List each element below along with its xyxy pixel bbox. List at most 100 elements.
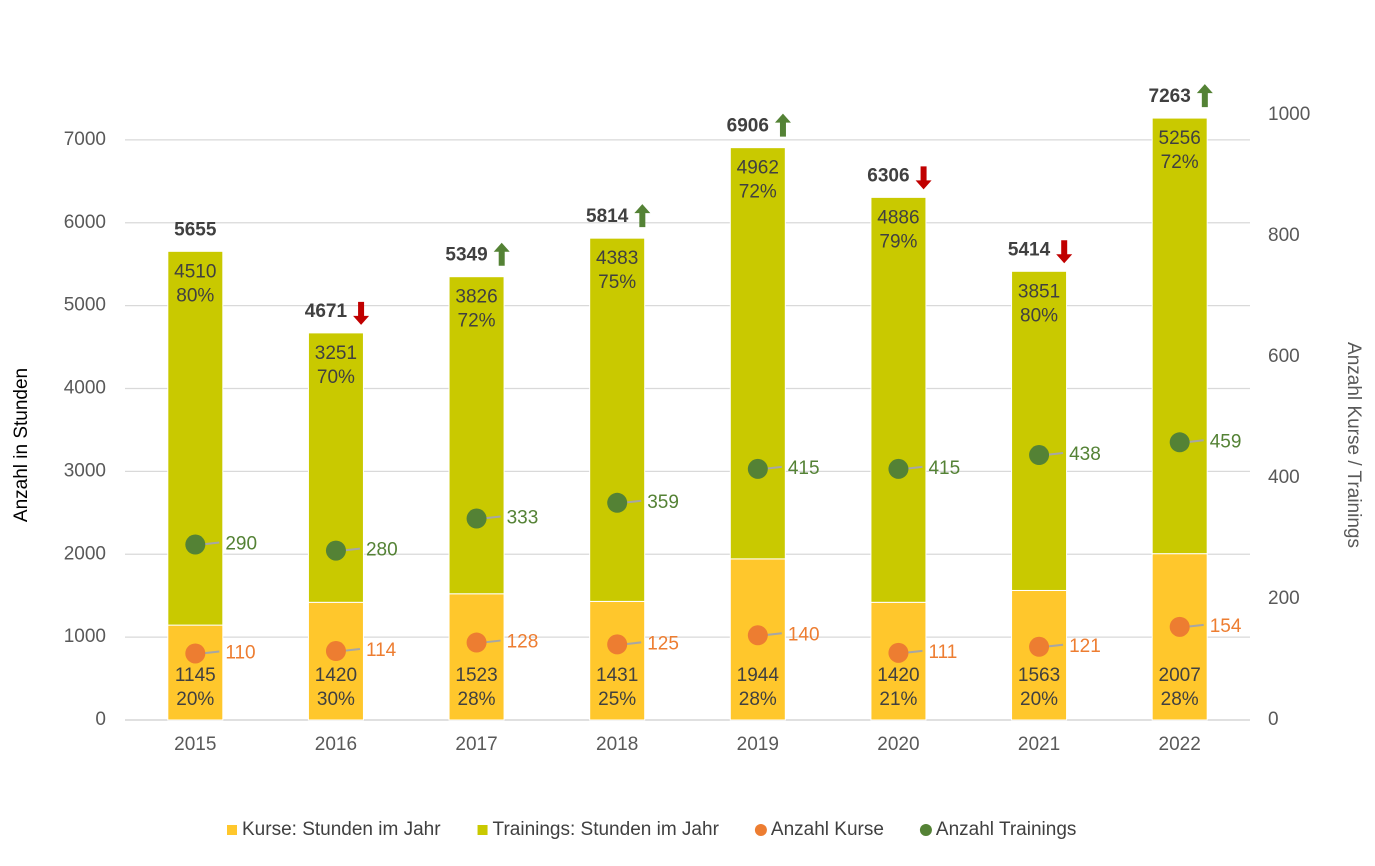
dot-label: 438 [1069, 444, 1101, 465]
y-tick-label: 6000 [64, 212, 106, 233]
bar-share-label: 20% [176, 689, 214, 710]
bar-value-label: 1944 [737, 665, 780, 686]
x-tick-label: 2017 [455, 734, 497, 755]
legend-swatch [919, 824, 932, 836]
dot-label: 125 [647, 633, 679, 654]
bar [167, 250, 224, 626]
trend-arrow [1196, 84, 1213, 108]
y-tick-label: 3000 [64, 460, 106, 481]
total-label: 6906 [727, 116, 769, 137]
bar [167, 624, 224, 721]
dot-label: 415 [788, 458, 820, 479]
bar-share-label: 28% [458, 689, 496, 710]
dot-label: 128 [507, 632, 539, 653]
dot-label: 290 [225, 534, 257, 555]
dot-label: 110 [225, 642, 255, 663]
bar [1011, 270, 1068, 591]
bar-share-label: 80% [176, 285, 214, 306]
trend-arrow [915, 166, 932, 190]
bar [1151, 117, 1208, 555]
trend-arrow [1056, 240, 1073, 264]
legend-label: Anzahl Trainings [936, 819, 1076, 840]
y-tick-label: 5000 [64, 295, 106, 316]
bar [1151, 553, 1208, 721]
x-tick-label: 2016 [315, 734, 357, 755]
total-label: 6306 [867, 165, 909, 186]
dot-label: 111 [928, 642, 957, 663]
bar-value-label: 5256 [1159, 128, 1201, 149]
dot [466, 508, 487, 529]
legend-label: Kurse: Stunden im Jahr [242, 819, 441, 840]
y2-tick-label: 200 [1268, 588, 1300, 609]
total-label: 7263 [1149, 86, 1191, 107]
x-tick-label: 2019 [737, 734, 779, 755]
bar-share-label: 79% [879, 231, 917, 252]
dot-label: 114 [366, 640, 397, 661]
x-tick-label: 2021 [1018, 734, 1060, 755]
trend-arrow [634, 204, 651, 228]
dot-label: 415 [928, 458, 960, 479]
y-tick-label: 2000 [64, 543, 106, 564]
dot [888, 458, 909, 479]
bar-share-label: 28% [1161, 689, 1199, 710]
dot [466, 632, 487, 653]
y2-axis-title: Anzahl Kurse / Trainings [1343, 342, 1364, 548]
dot-label: 121 [1069, 636, 1101, 657]
bar-share-label: 72% [1161, 152, 1199, 173]
y2-tick-label: 800 [1268, 225, 1300, 246]
y-tick-label: 4000 [64, 378, 106, 399]
dot [1029, 445, 1050, 466]
bar-value-label: 2007 [1159, 665, 1201, 686]
y2-tick-label: 600 [1268, 346, 1300, 367]
y2-tick-label: 0 [1268, 709, 1279, 730]
bar [589, 237, 646, 602]
x-tick-label: 2015 [174, 734, 216, 755]
bar [729, 147, 786, 560]
legend-label: Anzahl Kurse [771, 819, 884, 840]
bar-value-label: 3851 [1018, 281, 1060, 302]
legend-swatch [754, 824, 767, 836]
dot [888, 642, 909, 663]
y2-tick-label: 1000 [1268, 104, 1310, 125]
dot [185, 534, 206, 555]
bar-value-label: 3251 [315, 343, 357, 364]
y-tick-label: 1000 [64, 626, 106, 647]
bar-value-label: 4962 [737, 158, 779, 179]
bar-value-label: 3826 [455, 287, 497, 308]
bar-value-label: 4383 [596, 248, 638, 269]
x-tick-label: 2020 [877, 734, 919, 755]
dot-label: 140 [788, 624, 820, 645]
bar-value-label: 1523 [455, 665, 497, 686]
x-tick-label: 2018 [596, 734, 638, 755]
bar-share-label: 20% [1020, 689, 1058, 710]
legend-swatch [227, 825, 237, 835]
bar-value-label: 4886 [877, 207, 919, 228]
bar-value-label: 1563 [1018, 665, 1060, 686]
y2-tick-label: 400 [1268, 467, 1300, 488]
dot [325, 540, 346, 561]
total-label: 5814 [586, 206, 629, 227]
bar-share-label: 30% [317, 689, 355, 710]
y-axis-title: Anzahl in Stunden [11, 368, 32, 522]
bar-value-label: 1420 [877, 665, 919, 686]
dot-label: 333 [507, 508, 539, 529]
total-label: 5349 [445, 245, 487, 266]
trend-arrow [774, 113, 791, 137]
bar-share-label: 70% [317, 367, 355, 388]
y-tick-label: 7000 [64, 129, 106, 150]
dot-label: 280 [366, 540, 398, 561]
bar [870, 196, 927, 603]
dot [607, 492, 628, 513]
dot [325, 641, 346, 662]
bar-share-label: 80% [1020, 305, 1058, 326]
trend-arrow [353, 301, 370, 325]
dot-label: 154 [1210, 616, 1242, 637]
bar-value-label: 4510 [174, 261, 216, 282]
bar-share-label: 28% [739, 689, 777, 710]
legend-swatch [477, 825, 488, 835]
bar-share-label: 72% [739, 182, 777, 203]
bar-value-label: 1145 [175, 665, 216, 686]
dot-label: 359 [647, 492, 679, 513]
bar-value-label: 1420 [315, 665, 357, 686]
